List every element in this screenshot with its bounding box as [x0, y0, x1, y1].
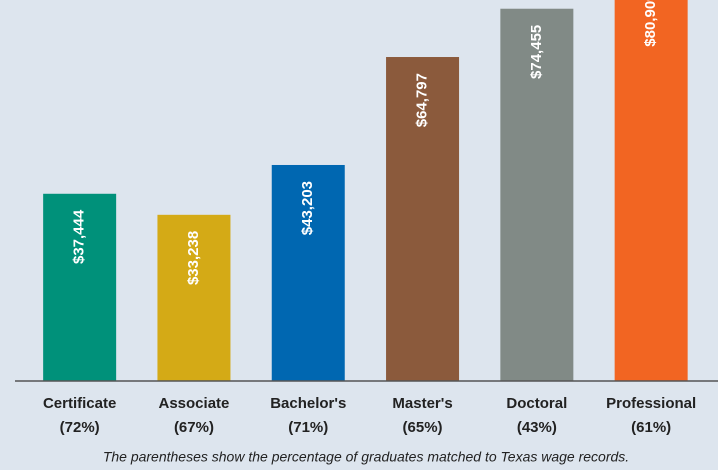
bar — [271, 164, 345, 381]
value-label: $64,797 — [414, 73, 431, 127]
bar — [500, 8, 574, 381]
x-tick-note: (65%) — [403, 419, 443, 436]
x-tick-label: Certificate — [43, 395, 116, 412]
bar — [43, 193, 117, 381]
x-tick-note: (43%) — [517, 419, 557, 436]
x-tick-label: Master's — [392, 395, 452, 412]
x-tick-label: Doctoral — [506, 395, 567, 412]
x-tick-label: Professional — [606, 395, 696, 412]
value-label: $37,444 — [71, 209, 88, 264]
x-tick-note: (67%) — [174, 419, 214, 436]
value-label: $43,203 — [299, 181, 316, 235]
value-label: $80,909 — [642, 0, 659, 47]
footnote: The parentheses show the percentage of g… — [103, 449, 629, 465]
x-tick-note: (72%) — [60, 419, 100, 436]
x-tick-note: (71%) — [288, 419, 328, 436]
bar — [614, 0, 688, 382]
value-label: $33,238 — [185, 231, 202, 285]
x-tick-label: Associate — [159, 395, 230, 412]
x-tick-label: Bachelor's — [270, 395, 346, 412]
x-tick-note: (61%) — [631, 419, 671, 436]
bar — [386, 57, 460, 381]
bar — [157, 214, 231, 381]
value-label: $74,455 — [528, 25, 545, 79]
